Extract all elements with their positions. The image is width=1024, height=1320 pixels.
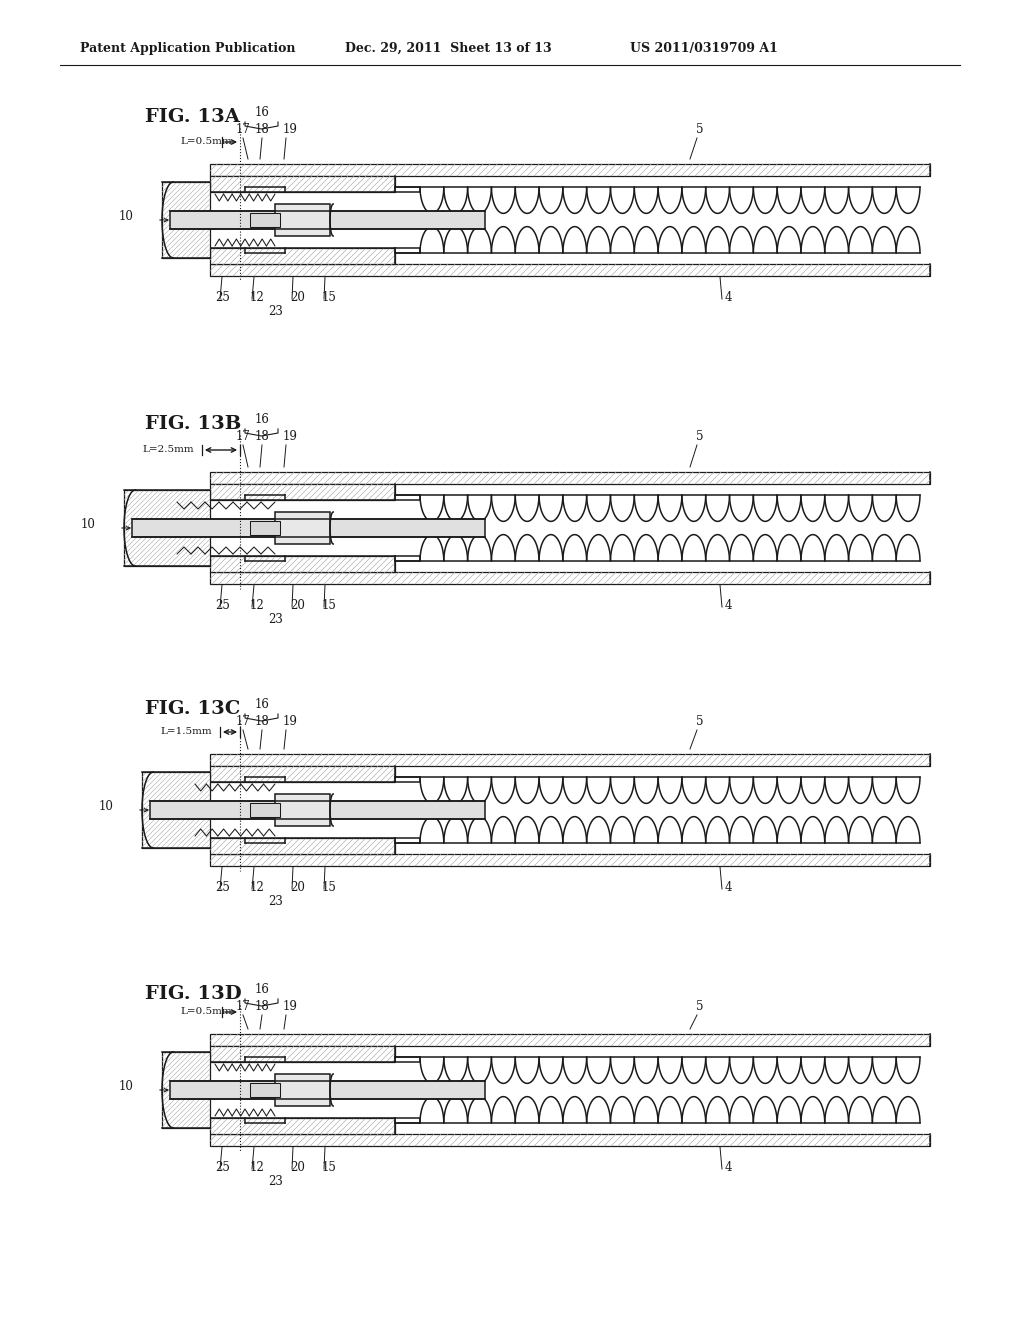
Bar bbox=[250, 521, 280, 535]
Text: 20: 20 bbox=[290, 290, 305, 304]
Text: 15: 15 bbox=[322, 599, 337, 612]
Bar bbox=[162, 1052, 210, 1129]
Bar bbox=[210, 484, 395, 500]
Text: 5: 5 bbox=[696, 430, 703, 444]
Text: 15: 15 bbox=[322, 290, 337, 304]
Text: 17: 17 bbox=[236, 430, 251, 444]
Bar bbox=[210, 766, 395, 781]
Text: 15: 15 bbox=[322, 880, 337, 894]
Bar bbox=[395, 1057, 420, 1063]
Bar bbox=[250, 213, 280, 227]
Bar bbox=[395, 187, 420, 191]
Bar bbox=[210, 1034, 930, 1045]
Bar bbox=[210, 854, 930, 866]
Text: Dec. 29, 2011  Sheet 13 of 13: Dec. 29, 2011 Sheet 13 of 13 bbox=[345, 42, 552, 55]
Text: 19: 19 bbox=[283, 123, 297, 136]
Text: 5: 5 bbox=[696, 123, 703, 136]
Text: 12: 12 bbox=[250, 880, 265, 894]
Text: 18: 18 bbox=[255, 715, 269, 729]
Text: FIG. 13B: FIG. 13B bbox=[145, 414, 242, 433]
Text: 12: 12 bbox=[250, 599, 265, 612]
Text: 10: 10 bbox=[81, 519, 96, 532]
Text: L=0.5mm: L=0.5mm bbox=[180, 1006, 232, 1015]
Text: 5: 5 bbox=[696, 1001, 703, 1012]
Text: 5: 5 bbox=[696, 715, 703, 729]
Bar bbox=[395, 495, 420, 500]
Text: 4: 4 bbox=[725, 599, 732, 612]
Bar bbox=[210, 176, 395, 191]
Bar bbox=[210, 473, 930, 484]
Text: 18: 18 bbox=[255, 123, 269, 136]
Text: 16: 16 bbox=[255, 106, 269, 119]
Bar bbox=[395, 248, 420, 253]
Text: 18: 18 bbox=[255, 1001, 269, 1012]
Bar bbox=[150, 801, 485, 818]
Text: 16: 16 bbox=[255, 983, 269, 997]
Text: 25: 25 bbox=[215, 290, 229, 304]
Text: 23: 23 bbox=[268, 895, 283, 908]
Text: 4: 4 bbox=[725, 1162, 732, 1173]
Text: 10: 10 bbox=[119, 1081, 134, 1093]
Text: 12: 12 bbox=[250, 290, 265, 304]
Bar bbox=[170, 211, 485, 228]
Text: 18: 18 bbox=[255, 430, 269, 444]
Text: 20: 20 bbox=[290, 1162, 305, 1173]
Bar bbox=[395, 1118, 420, 1123]
Text: 19: 19 bbox=[283, 715, 297, 729]
Bar bbox=[210, 572, 930, 583]
Text: 17: 17 bbox=[236, 1001, 251, 1012]
Bar bbox=[275, 205, 330, 236]
Text: 16: 16 bbox=[255, 698, 269, 711]
Bar bbox=[142, 772, 210, 847]
Bar bbox=[275, 795, 330, 826]
Text: 23: 23 bbox=[268, 305, 283, 318]
Text: 17: 17 bbox=[236, 715, 251, 729]
Text: FIG. 13C: FIG. 13C bbox=[145, 700, 241, 718]
Bar bbox=[275, 1074, 330, 1106]
Bar bbox=[210, 1118, 395, 1134]
Text: 4: 4 bbox=[725, 880, 732, 894]
Text: 10: 10 bbox=[119, 210, 134, 223]
Text: L=2.5mm: L=2.5mm bbox=[142, 445, 194, 454]
Bar bbox=[162, 182, 210, 257]
Text: 25: 25 bbox=[215, 880, 229, 894]
Text: 23: 23 bbox=[268, 1175, 283, 1188]
Bar bbox=[210, 556, 395, 572]
Text: Patent Application Publication: Patent Application Publication bbox=[80, 42, 296, 55]
Text: 25: 25 bbox=[215, 1162, 229, 1173]
Bar bbox=[210, 248, 395, 264]
Bar bbox=[210, 754, 930, 766]
Text: L=0.5mm: L=0.5mm bbox=[180, 136, 232, 145]
Bar bbox=[395, 556, 420, 561]
Text: US 2011/0319709 A1: US 2011/0319709 A1 bbox=[630, 42, 778, 55]
Bar bbox=[210, 164, 930, 176]
Text: L=1.5mm: L=1.5mm bbox=[161, 726, 212, 735]
Text: 19: 19 bbox=[283, 430, 297, 444]
Text: 20: 20 bbox=[290, 880, 305, 894]
Text: 17: 17 bbox=[236, 123, 251, 136]
Bar bbox=[170, 1081, 485, 1100]
Bar bbox=[210, 838, 395, 854]
Text: 10: 10 bbox=[99, 800, 114, 813]
Bar bbox=[395, 838, 420, 843]
Text: FIG. 13D: FIG. 13D bbox=[145, 985, 242, 1003]
Bar bbox=[250, 1082, 280, 1097]
Bar bbox=[210, 264, 930, 276]
Bar bbox=[210, 1045, 395, 1063]
Bar bbox=[250, 803, 280, 817]
Bar bbox=[124, 490, 210, 566]
Text: 25: 25 bbox=[215, 599, 229, 612]
Bar bbox=[210, 1134, 930, 1146]
Text: 20: 20 bbox=[290, 599, 305, 612]
Text: 16: 16 bbox=[255, 413, 269, 426]
Text: FIG. 13A: FIG. 13A bbox=[145, 108, 240, 125]
Text: 23: 23 bbox=[268, 612, 283, 626]
Text: 15: 15 bbox=[322, 1162, 337, 1173]
Bar bbox=[395, 777, 420, 781]
Text: 4: 4 bbox=[725, 290, 732, 304]
Bar bbox=[275, 512, 330, 544]
Text: 19: 19 bbox=[283, 1001, 297, 1012]
Text: 12: 12 bbox=[250, 1162, 265, 1173]
Bar bbox=[132, 519, 485, 537]
